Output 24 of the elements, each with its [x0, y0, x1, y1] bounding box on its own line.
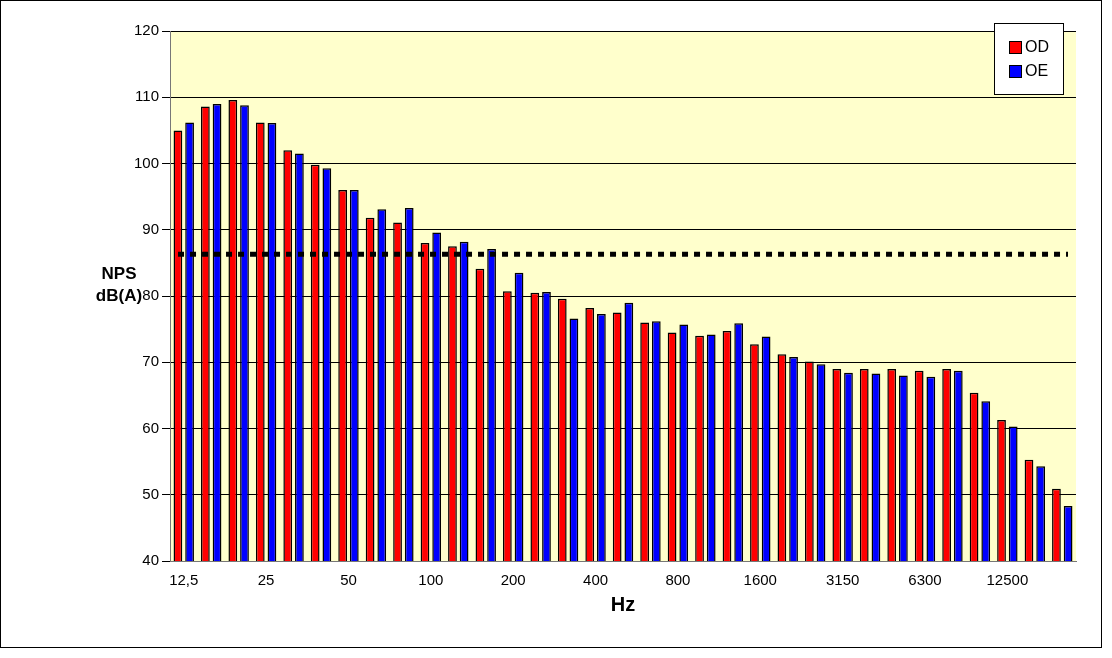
y-tick-label: 60: [142, 418, 160, 436]
y-tick-label: 100: [134, 153, 160, 171]
y-tick-label: 80: [142, 286, 160, 304]
x-tick-label: 800: [665, 571, 691, 589]
x-tick-label: 3150: [825, 571, 860, 589]
y-tick-label: 70: [142, 352, 160, 370]
y-tick-label: 120: [134, 21, 160, 39]
x-tick-label: 6300: [908, 571, 942, 589]
x-tick-label: 100: [418, 571, 444, 589]
x-axis-title: Hz: [610, 592, 636, 615]
legend-label: OD: [1025, 38, 1049, 56]
x-tick-label: 12,5: [169, 571, 199, 589]
y-tick-label: 110: [135, 87, 160, 105]
x-tick-label: 200: [500, 571, 526, 589]
x-tick-label: 400: [583, 571, 609, 589]
y-axis-title: NPS dB(A): [95, 264, 143, 305]
x-tick-label: 25: [257, 571, 275, 589]
y-tick-label: 40: [142, 551, 160, 569]
x-tick-label: 1600: [743, 571, 777, 589]
x-tick-label: 12500: [986, 571, 1029, 589]
y-tick-label: 90: [142, 219, 160, 237]
legend-label: OE: [1025, 62, 1049, 80]
x-tick-label: 50: [340, 571, 357, 589]
y-tick-label: 50: [142, 484, 160, 502]
